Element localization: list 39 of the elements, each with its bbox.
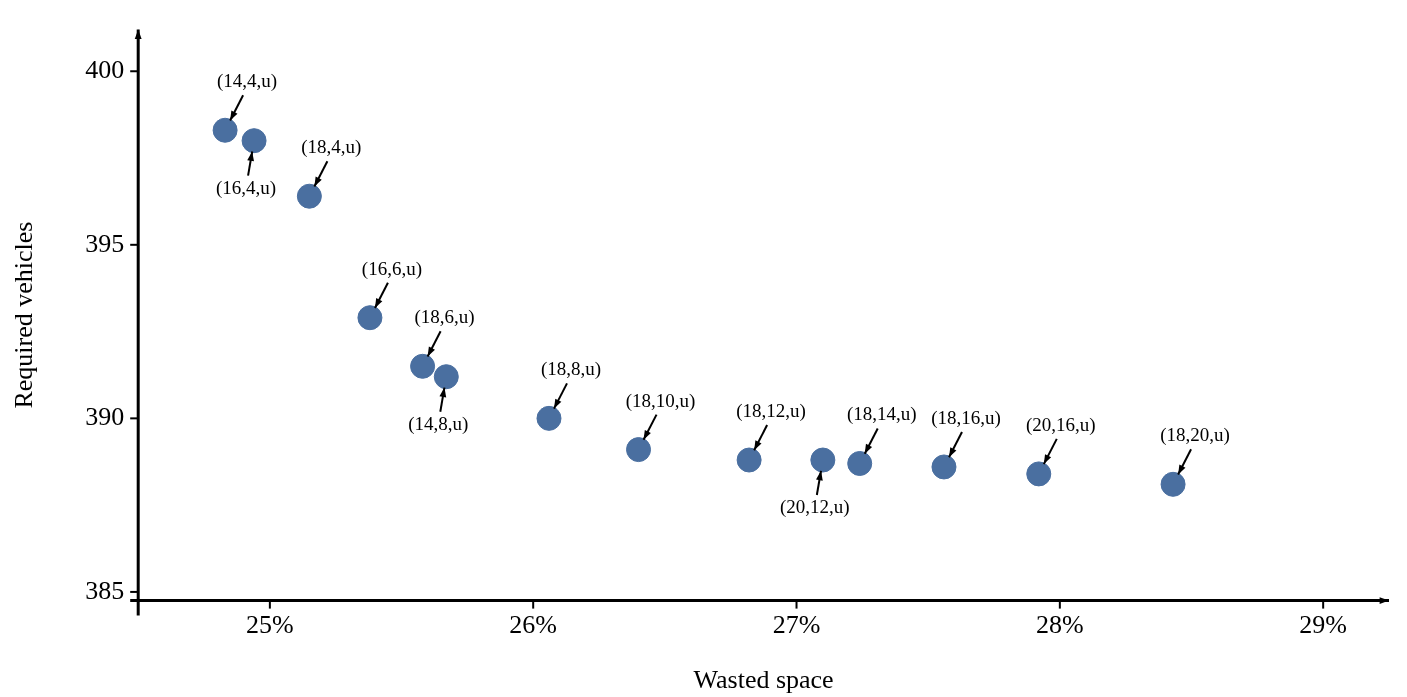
annotation: (14,4,u) xyxy=(217,70,278,93)
point xyxy=(296,183,322,209)
point xyxy=(847,450,873,476)
y-tick-label: 390 xyxy=(85,402,125,432)
annotation: (18,12,u) xyxy=(736,400,806,422)
annotation: (18,20,u) xyxy=(1160,424,1230,447)
annotation: (18,16,u) xyxy=(931,406,1001,429)
point xyxy=(626,437,652,463)
point xyxy=(536,405,562,431)
point xyxy=(241,128,267,154)
point xyxy=(1160,471,1186,497)
x-tick-label: 26% xyxy=(509,610,558,640)
point xyxy=(1026,461,1052,487)
y-axis-title: Required vehicles xyxy=(9,221,39,409)
y-tick-label: 395 xyxy=(85,228,125,258)
point xyxy=(410,353,436,379)
y-tick-label: 385 xyxy=(85,575,125,605)
annotation: (16,4,u) xyxy=(215,176,277,199)
annotation: (16,6,u) xyxy=(361,257,423,280)
x-axis-title: Wasted space xyxy=(693,665,834,695)
annotation: (18,10,u) xyxy=(625,389,696,412)
annotation: (18,6,u) xyxy=(414,306,475,329)
x-tick-label: 25% xyxy=(246,610,294,640)
x-tick-label: 29% xyxy=(1299,610,1347,640)
point xyxy=(357,305,383,331)
point xyxy=(736,447,762,473)
x-tick-label: 27% xyxy=(772,610,821,640)
annotation: (18,4,u) xyxy=(301,136,362,159)
point xyxy=(433,364,459,390)
annotation: (18,8,u) xyxy=(540,358,602,381)
annotation: (18,14,u) xyxy=(846,403,917,426)
point xyxy=(810,447,836,473)
point xyxy=(931,454,957,480)
annotation: (20,12,u) xyxy=(780,496,850,518)
x-tick-label: 28% xyxy=(1036,610,1084,640)
y-tick-label: 400 xyxy=(85,55,125,85)
annotation: (14,8,u) xyxy=(408,412,469,435)
point xyxy=(212,117,238,143)
annotation: (20,16,u) xyxy=(1025,413,1096,436)
